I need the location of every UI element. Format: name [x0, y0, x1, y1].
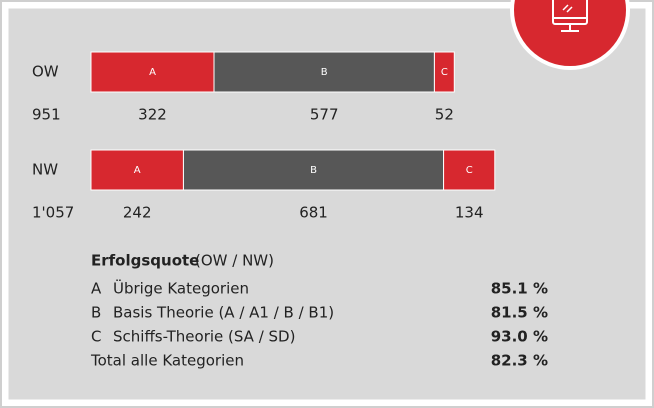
total-label: 951 [32, 106, 61, 124]
success-rate: 93.0 % [491, 328, 548, 346]
total-rate: 82.3 % [491, 352, 548, 370]
segment-name: A [134, 165, 141, 176]
category-label: NW [32, 161, 58, 179]
legend-label: Übrige Kategorien [113, 279, 249, 298]
value-label: 681 [299, 204, 328, 222]
monitor-badge [510, 0, 630, 70]
segment-name: C [466, 165, 473, 176]
segment-name: C [441, 67, 448, 78]
bar-segment [443, 149, 496, 191]
legend-key: A [91, 280, 102, 298]
legend-label: Schiffs-Theorie (SA / SD) [113, 328, 295, 346]
segment-name: B [321, 67, 328, 78]
bar-segment [433, 51, 455, 93]
success-rate: 85.1 % [491, 280, 548, 298]
legend-label: Basis Theorie (A / A1 / B / B1) [113, 304, 334, 322]
bar-segment [182, 149, 445, 191]
bar-segment [90, 51, 215, 93]
legend-key: B [91, 304, 101, 322]
value-label: 577 [310, 106, 339, 124]
success-title: Erfolgsquote [91, 252, 199, 270]
segment-name: B [310, 165, 317, 176]
value-label: 322 [138, 106, 167, 124]
total-label: Total alle Kategorien [90, 352, 244, 370]
legend-key: C [91, 328, 101, 346]
category-label: OW [32, 63, 59, 81]
success-rate: 81.5 % [491, 304, 548, 322]
value-label: 134 [455, 204, 484, 222]
value-label: 242 [123, 204, 152, 222]
value-label: 52 [435, 106, 454, 124]
bar-segment [213, 51, 435, 93]
segment-name: A [149, 67, 156, 78]
success-subtitle: (OW / NW) [195, 252, 274, 270]
total-label: 1'057 [32, 204, 74, 222]
